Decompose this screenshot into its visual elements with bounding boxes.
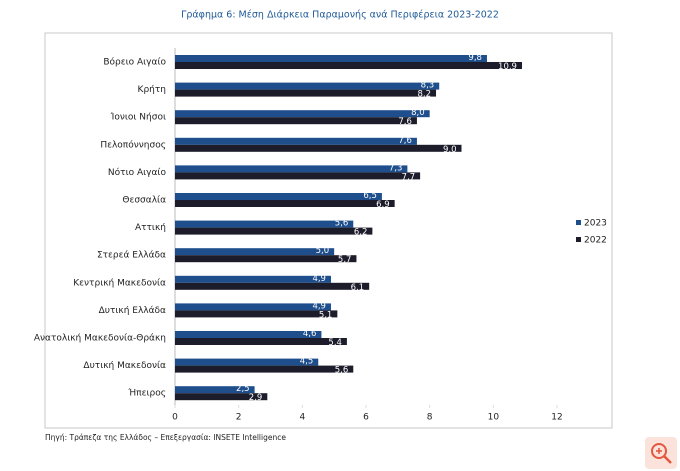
x-tick-label: 2 <box>236 413 242 423</box>
bar <box>175 144 462 152</box>
x-tick-label: 0 <box>172 413 178 423</box>
value-label: 2,9 <box>249 393 263 403</box>
value-label: 7,7 <box>402 172 416 182</box>
chart-title: Γράφημα 6: Μέση Διάρκεια Παραμονής ανά Π… <box>181 10 499 21</box>
bar <box>175 255 357 263</box>
value-label: 7,3 <box>389 163 403 173</box>
value-label: 4,9 <box>312 274 326 284</box>
value-label: 7,6 <box>398 136 412 146</box>
value-label: 5,7 <box>338 255 352 265</box>
bar <box>175 165 408 173</box>
y-tick-label: Βόρειο Αιγαίο <box>103 57 166 68</box>
value-label: 6,2 <box>354 228 368 238</box>
y-tick-label: Δυτική Μακεδονία <box>83 361 166 371</box>
value-label: 8,0 <box>411 108 425 118</box>
x-tick-label: 12 <box>551 413 562 423</box>
y-tick-label: Δυτική Ελλάδα <box>99 306 166 316</box>
bar <box>175 137 417 145</box>
x-tick-label: 10 <box>488 413 500 423</box>
bar <box>175 82 440 90</box>
bar <box>175 248 335 256</box>
bar <box>175 110 430 118</box>
bar <box>175 172 421 180</box>
y-tick-label: Θεσσαλία <box>122 196 166 206</box>
bar <box>175 303 331 311</box>
zoom-icon[interactable] <box>645 437 677 469</box>
bar <box>175 358 319 366</box>
y-tick-label: Ήπειρος <box>127 388 166 399</box>
value-label: 4,5 <box>300 357 314 367</box>
bar <box>175 227 373 235</box>
bar <box>175 117 417 125</box>
value-label: 4,9 <box>312 301 326 311</box>
value-label: 9,8 <box>468 53 482 63</box>
x-tick-label: 8 <box>427 413 433 423</box>
bar <box>175 331 322 338</box>
bar <box>175 310 338 318</box>
value-label: 6,9 <box>376 200 390 210</box>
value-label: 5,6 <box>335 366 349 376</box>
legend-swatch <box>576 220 581 225</box>
y-tick-label: Στερεά Ελλάδα <box>97 251 166 261</box>
bar <box>175 89 437 97</box>
y-tick-label: Πελοπόννησος <box>100 139 166 150</box>
value-label: 6,5 <box>363 191 377 201</box>
value-label: 5,4 <box>328 338 342 348</box>
bar <box>175 282 370 290</box>
value-label: 9,0 <box>443 145 457 155</box>
bar <box>175 220 354 228</box>
y-tick-label: Αττική <box>135 223 166 233</box>
bar <box>175 365 354 373</box>
value-label: 4,6 <box>303 329 317 339</box>
value-label: 5,1 <box>319 310 333 320</box>
legend-label: 2023 <box>584 219 607 229</box>
y-tick-label: Ανατολική Μακεδονία-Θράκη <box>34 334 166 344</box>
x-tick-label: 6 <box>363 413 369 423</box>
x-tick-label: 4 <box>299 413 305 423</box>
bar <box>175 386 255 394</box>
value-label: 6,1 <box>351 283 365 293</box>
value-label: 7,6 <box>398 117 412 127</box>
value-label: 8,2 <box>418 90 432 100</box>
bar <box>175 200 395 207</box>
legend-swatch <box>576 237 581 242</box>
bar <box>175 55 487 62</box>
bar <box>175 193 382 200</box>
value-label: 2,5 <box>236 384 250 394</box>
bar <box>175 338 347 345</box>
bar <box>175 62 522 69</box>
y-tick-label: Ίονιοι Νήσοι <box>110 112 166 123</box>
value-label: 8,3 <box>421 81 435 91</box>
legend-label: 2022 <box>584 236 607 246</box>
y-tick-label: Κρήτη <box>138 85 166 95</box>
value-label: 5,0 <box>316 246 330 256</box>
value-label: 10,9 <box>498 62 517 72</box>
y-tick-label: Νότιο Αιγαίο <box>108 167 167 178</box>
bar <box>175 275 331 283</box>
value-label: 5,6 <box>335 219 349 229</box>
bar <box>175 393 268 401</box>
chart-frame <box>44 32 613 429</box>
source-note: Πηγή: Τράπεζα της Ελλάδος – Επεξεργασία:… <box>45 433 286 442</box>
y-tick-label: Κεντρική Μακεδονία <box>73 278 166 288</box>
